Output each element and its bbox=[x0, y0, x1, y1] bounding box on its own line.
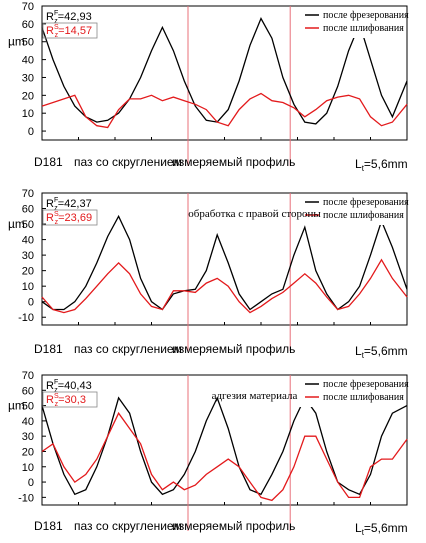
y-tick-label: 20 bbox=[22, 446, 34, 458]
y-tick-label: 30 bbox=[22, 72, 34, 84]
rz-value-label: RS z=30,3 bbox=[46, 393, 86, 408]
y-tick-label: 30 bbox=[22, 250, 34, 262]
series-line-milling bbox=[41, 214, 408, 311]
chart-annotation: обработка с правой стороны bbox=[188, 208, 321, 220]
caption-groove-type: паз со скруглением bbox=[74, 155, 182, 169]
y-tick-label: 60 bbox=[22, 204, 34, 216]
y-tick-label: 60 bbox=[22, 19, 34, 31]
chart-panel-3: -10 0 10 20 30 40 50 60 70 µm после фрезерования по… bbox=[8, 370, 409, 537]
y-axis-label: µm bbox=[8, 35, 25, 49]
y-tick-label: 40 bbox=[22, 235, 34, 247]
legend-label: после фрезерования bbox=[323, 379, 409, 390]
series-line-grinding bbox=[41, 258, 408, 314]
y-axis-label: µm bbox=[8, 399, 25, 413]
rz-value-label: RS z=14,57 bbox=[46, 24, 92, 39]
legend-label: после шлифования bbox=[323, 23, 404, 34]
caption-measured-profile: измеряемый профиль bbox=[172, 155, 295, 169]
y-tick-label: 0 bbox=[28, 477, 34, 489]
rz-value-label: RF z=42,37 bbox=[46, 197, 92, 212]
y-tick-label: -10 bbox=[18, 492, 34, 504]
y-tick-label: 0 bbox=[28, 297, 34, 309]
rz-box bbox=[42, 209, 98, 226]
y-tick-label: 30 bbox=[22, 431, 34, 443]
caption-length: Lt=5,6mm bbox=[355, 157, 408, 173]
chart-panel-2: -10 0 10 20 30 40 50 60 70 µm после фрезерования по… bbox=[8, 188, 409, 360]
legend-box bbox=[299, 8, 403, 38]
legend-label: после шлифования bbox=[323, 392, 404, 403]
y-tick-label: 50 bbox=[22, 401, 34, 413]
y-tick-label: 40 bbox=[22, 55, 34, 67]
caption-sample-id: D181 bbox=[34, 519, 63, 533]
caption-groove-type: паз со скруглением bbox=[74, 519, 182, 533]
y-tick-label: 70 bbox=[22, 188, 34, 200]
y-tick-label: -10 bbox=[18, 312, 34, 324]
legend-box bbox=[299, 377, 403, 407]
y-tick-label: 70 bbox=[22, 370, 34, 382]
series-line-grinding bbox=[41, 411, 408, 502]
caption-sample-id: D181 bbox=[34, 342, 63, 356]
chart-annotation: адгезия материала bbox=[212, 390, 298, 402]
series-line-milling bbox=[41, 17, 408, 125]
caption-length: Lt=5,6mm bbox=[355, 344, 408, 360]
legend-label: после фрезерования bbox=[323, 10, 409, 21]
legend-label: после фрезерования bbox=[323, 197, 409, 208]
caption-measured-profile: измеряемый профиль bbox=[172, 342, 295, 356]
legend-label: после шлифования bbox=[323, 210, 404, 221]
rz-value-label: RF z=42,93 bbox=[46, 10, 92, 25]
caption-measured-profile: измеряемый профиль bbox=[172, 519, 295, 533]
rz-box bbox=[42, 391, 98, 408]
rz-value-label: RS z=23,69 bbox=[46, 211, 92, 226]
y-tick-label: 60 bbox=[22, 385, 34, 397]
y-tick-label: 50 bbox=[22, 37, 34, 49]
y-tick-label: 0 bbox=[28, 126, 34, 138]
caption-sample-id: D181 bbox=[34, 155, 63, 169]
y-tick-label: 70 bbox=[22, 1, 34, 13]
y-tick-label: 20 bbox=[22, 90, 34, 102]
y-tick-label: 10 bbox=[22, 281, 34, 293]
y-axis-label: µm bbox=[8, 217, 25, 231]
chart-panel-1: 0 10 20 30 40 50 60 70 µm после фрезерования после… bbox=[8, 1, 409, 173]
rz-box bbox=[42, 22, 98, 39]
series-line-milling bbox=[41, 396, 408, 496]
rz-value-label: RF z=40,43 bbox=[46, 379, 92, 394]
y-tick-label: 50 bbox=[22, 219, 34, 231]
legend-box bbox=[299, 195, 403, 225]
series-line-grinding bbox=[41, 92, 408, 129]
y-tick-label: 40 bbox=[22, 416, 34, 428]
y-tick-label: 10 bbox=[22, 108, 34, 120]
y-tick-label: 10 bbox=[22, 462, 34, 474]
caption-length: Lt=5,6mm bbox=[355, 521, 408, 537]
y-tick-label: 20 bbox=[22, 266, 34, 278]
caption-groove-type: паз со скруглением bbox=[74, 342, 182, 356]
